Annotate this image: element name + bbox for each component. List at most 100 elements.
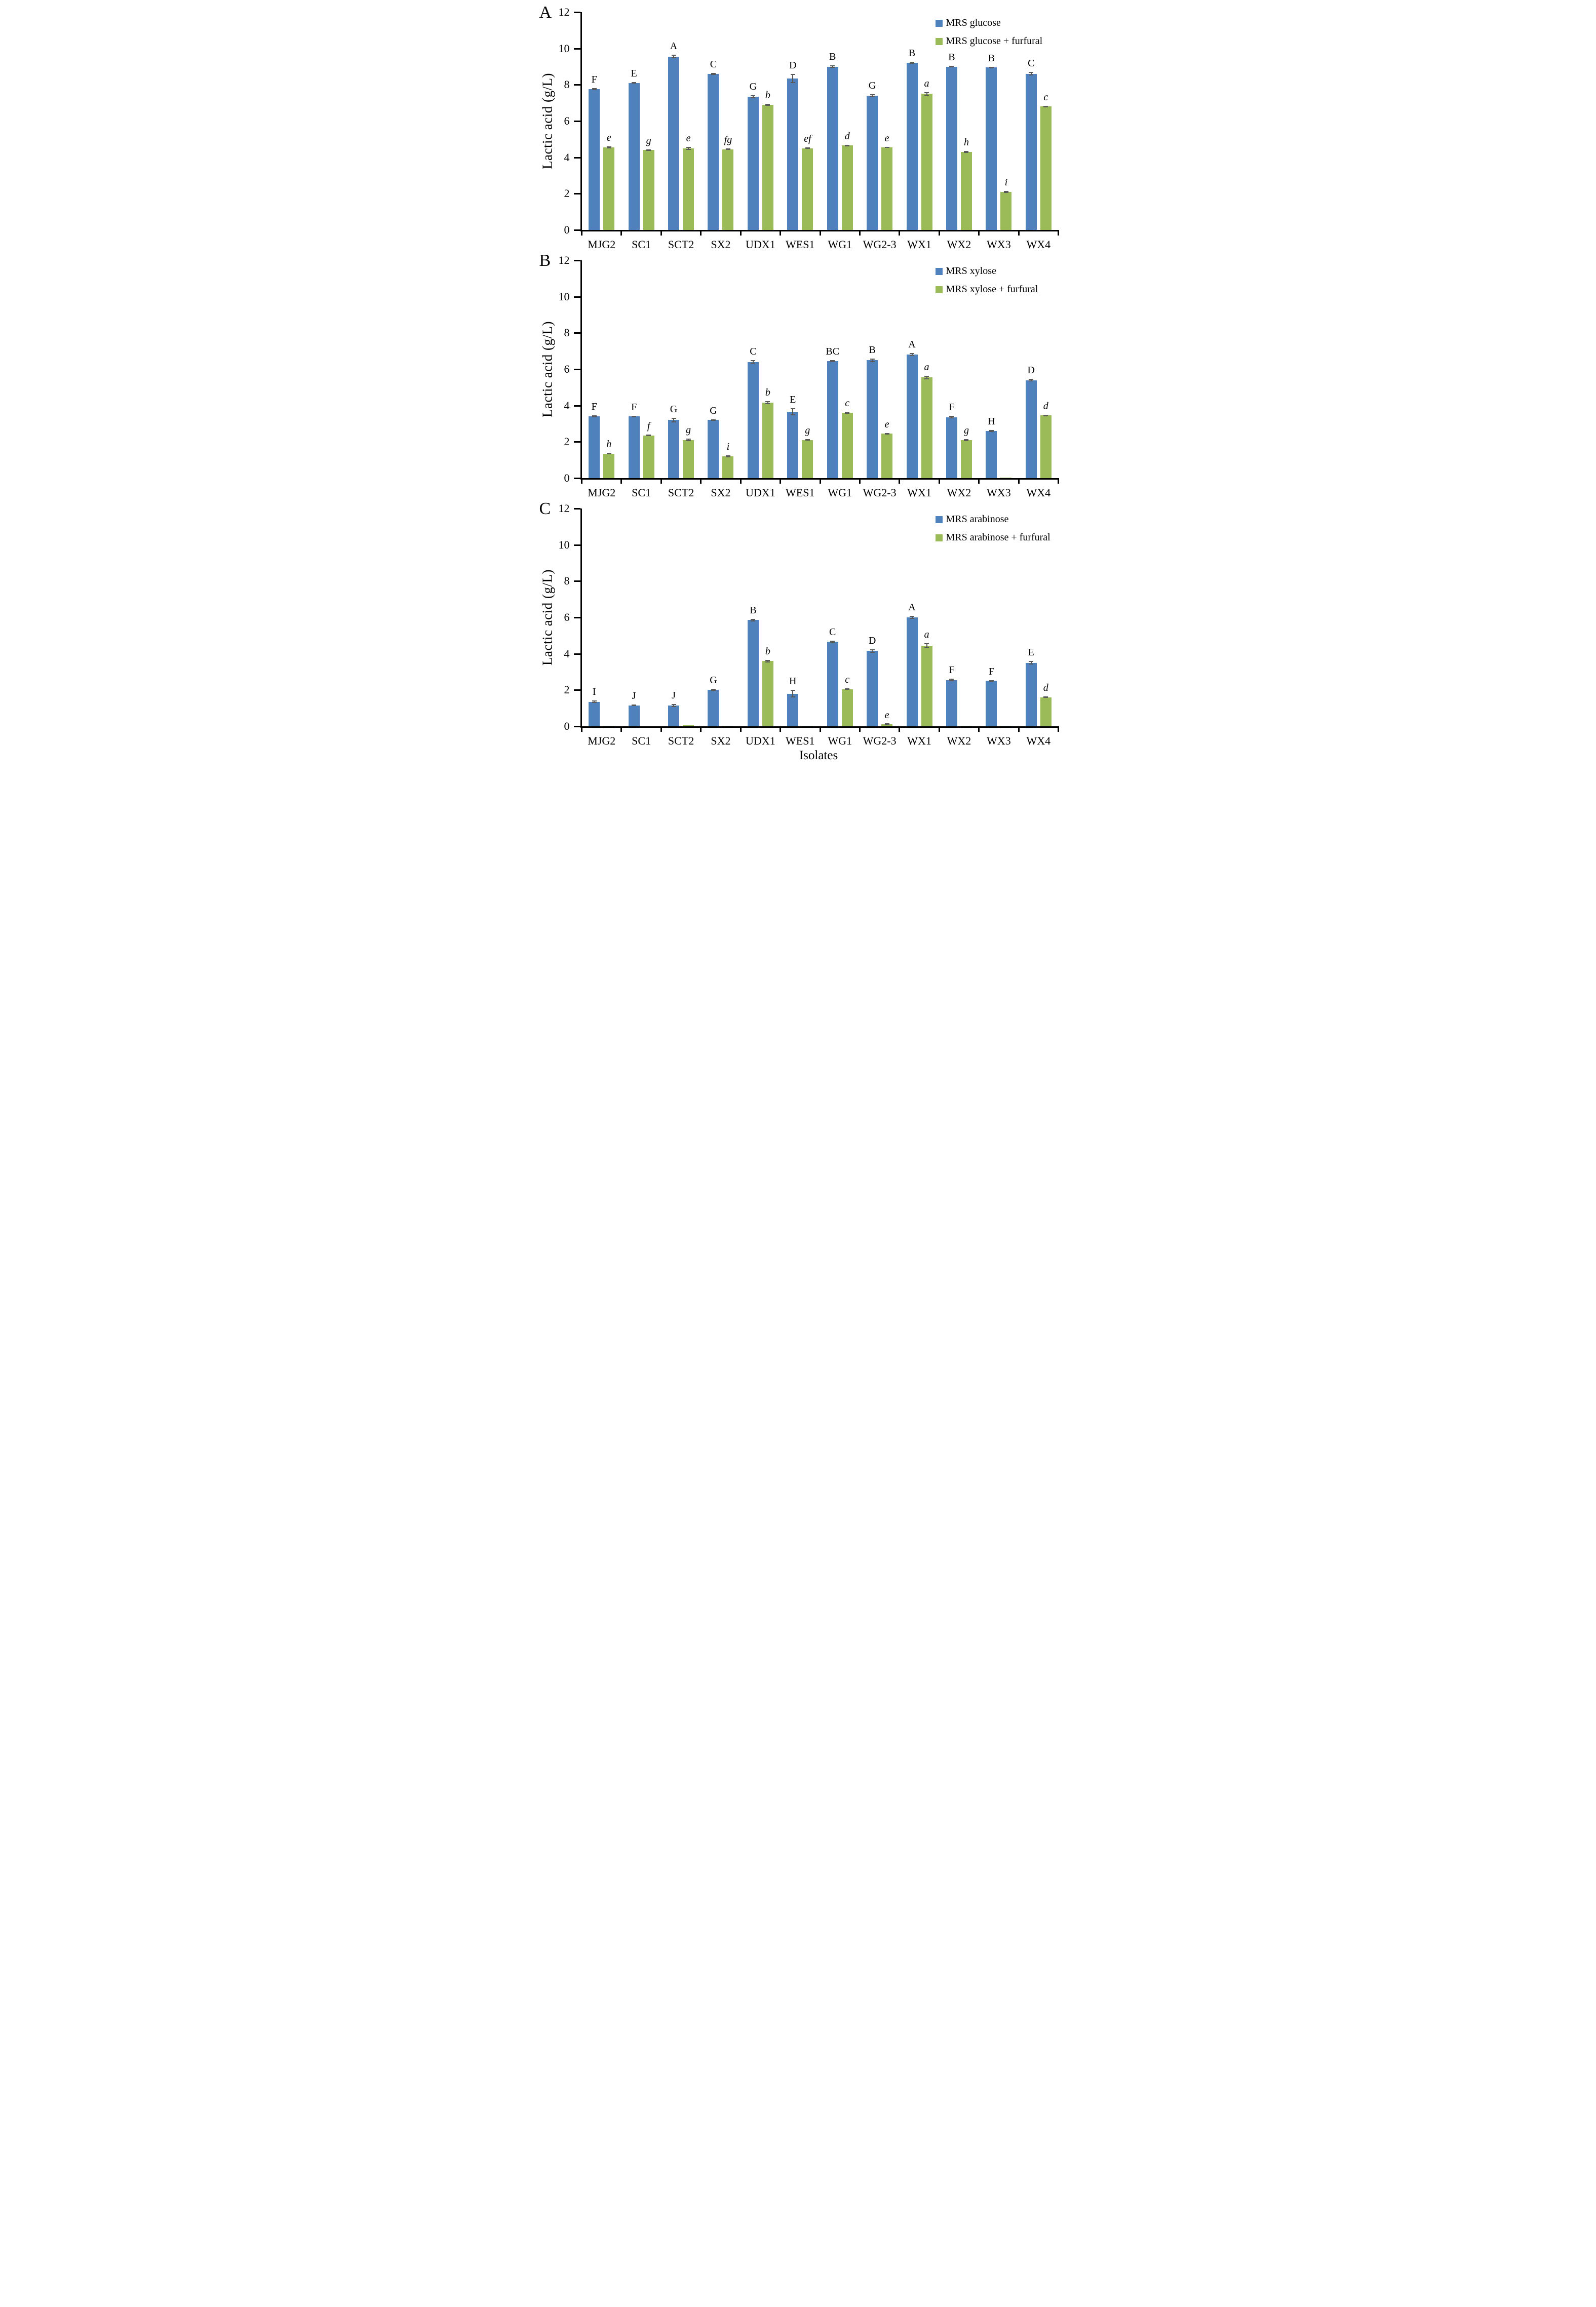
bar-C-WG2-3-series1 bbox=[867, 651, 878, 726]
error-bar bbox=[830, 65, 835, 68]
error-bar-cap-top bbox=[1003, 190, 1008, 192]
error-bar bbox=[671, 703, 676, 708]
legend: MRS glucose MRS glucose + furfural bbox=[935, 17, 1042, 54]
legend-label: MRS xylose + furfural bbox=[946, 284, 1038, 295]
error-bar-cap-bottom bbox=[884, 147, 889, 148]
x-tick bbox=[620, 726, 622, 732]
x-category-label: WG2-3 bbox=[863, 734, 897, 747]
x-category-label: WES1 bbox=[786, 486, 815, 499]
error-bar-cap-top bbox=[1029, 72, 1034, 73]
sig-letter: E bbox=[1028, 647, 1034, 658]
x-category-label: WX1 bbox=[907, 486, 931, 499]
bar-A-SCT2-series2 bbox=[683, 148, 694, 230]
y-tick bbox=[573, 193, 580, 195]
plot-area-C: 0 2 4 6 8 10 12 MJG2 SC1 SCT2 SX2 UDX1 WES1 WG1 WG2-3 W… bbox=[559, 502, 1059, 747]
error-bar-cap-bottom bbox=[870, 96, 875, 97]
x-category-label: MJG2 bbox=[588, 486, 616, 499]
bar-B-SCT2-series2 bbox=[683, 440, 694, 478]
error-bar-line bbox=[911, 615, 913, 619]
sig-letter: J bbox=[672, 689, 676, 701]
sig-letter: G bbox=[670, 404, 678, 415]
x-tick bbox=[819, 478, 821, 484]
y-tick bbox=[573, 84, 580, 86]
x-category-label: WG1 bbox=[828, 486, 852, 499]
error-bar-cap-top bbox=[830, 640, 835, 642]
x-tick bbox=[739, 230, 742, 236]
bar-A-MJG2-series2 bbox=[603, 147, 615, 230]
error-bar-cap-top bbox=[606, 146, 611, 148]
error-bar-cap-top bbox=[686, 146, 691, 148]
x-tick bbox=[819, 230, 821, 236]
y-tick-label: 4 bbox=[564, 150, 570, 164]
error-bar-cap-bottom bbox=[870, 651, 875, 653]
bar-A-WX3-series2 bbox=[1000, 191, 1012, 230]
x-tick bbox=[620, 478, 622, 484]
bar-A-UDX1-series2 bbox=[762, 104, 773, 230]
error-bar-cap-top bbox=[765, 103, 770, 105]
y-tick-label: 0 bbox=[564, 472, 570, 484]
x-category-label: WG1 bbox=[828, 238, 852, 251]
y-tick bbox=[573, 48, 580, 50]
y-tick-label: 0 bbox=[564, 720, 570, 732]
error-bar bbox=[1029, 661, 1034, 664]
x-axis-title: Isolates bbox=[799, 749, 838, 762]
error-bar-cap-bottom bbox=[989, 67, 994, 68]
sig-letter: i bbox=[1004, 176, 1008, 188]
x-tick bbox=[938, 230, 940, 236]
error-bar bbox=[1043, 696, 1048, 698]
sig-letter: E bbox=[631, 68, 637, 80]
error-bar-cap-bottom bbox=[725, 148, 730, 150]
error-bar-cap-bottom bbox=[910, 63, 915, 64]
x-tick bbox=[700, 478, 702, 484]
error-bar-cap-bottom bbox=[790, 414, 795, 416]
y-tick-label: 6 bbox=[564, 611, 570, 623]
x-tick bbox=[1058, 478, 1059, 484]
y-tick-label: 12 bbox=[558, 254, 570, 266]
panel-B: B Lactic acid (g/L) 0 2 4 6 8 10 12 MJG2 SC1 SCT2 SX… bbox=[532, 251, 1064, 499]
x-tick bbox=[938, 726, 940, 732]
x-tick bbox=[1058, 726, 1059, 732]
error-bar bbox=[646, 149, 651, 151]
x-category-label: MJG2 bbox=[588, 238, 616, 251]
error-bar-cap-bottom bbox=[646, 435, 651, 437]
sig-letter: B bbox=[869, 344, 876, 356]
error-bar-cap-top bbox=[989, 680, 994, 681]
error-bar-cap-top bbox=[790, 690, 795, 691]
error-bar bbox=[790, 73, 795, 83]
x-category-label: SX2 bbox=[711, 238, 731, 251]
bar-B-WG1-series2 bbox=[841, 413, 853, 478]
error-bar bbox=[592, 88, 597, 91]
error-bar-cap-top bbox=[711, 689, 716, 690]
bar-A-WX4-series2 bbox=[1040, 106, 1052, 230]
y-tick bbox=[573, 405, 580, 407]
x-tick bbox=[819, 726, 821, 732]
x-category-label: UDX1 bbox=[746, 238, 775, 251]
bar-A-SX2-series1 bbox=[708, 73, 719, 230]
sig-letter: B bbox=[750, 604, 757, 616]
bar-B-WX2-series2 bbox=[960, 440, 972, 478]
x-tick bbox=[739, 726, 742, 732]
error-bar-line bbox=[911, 353, 913, 357]
error-bar bbox=[924, 375, 929, 379]
error-bar-cap-bottom bbox=[671, 57, 676, 59]
error-bar bbox=[830, 360, 835, 363]
x-tick bbox=[780, 230, 782, 236]
x-tick bbox=[1018, 230, 1020, 236]
error-bar-cap-bottom bbox=[686, 148, 691, 150]
error-bar-line bbox=[792, 408, 794, 416]
error-bar bbox=[765, 401, 770, 405]
sig-letter: B bbox=[988, 52, 995, 64]
y-tick bbox=[573, 369, 580, 370]
bar-B-WG2-3-series2 bbox=[881, 434, 893, 478]
error-bar-cap-bottom bbox=[949, 680, 954, 682]
error-bar-cap-bottom bbox=[632, 416, 637, 417]
y-tick-label: 8 bbox=[564, 326, 570, 339]
error-bar-cap-bottom bbox=[964, 151, 969, 153]
error-bar-cap-bottom bbox=[830, 642, 835, 643]
legend-item: MRS xylose bbox=[935, 265, 1038, 277]
error-bar-cap-bottom bbox=[805, 440, 810, 441]
error-bar-cap-top bbox=[845, 688, 850, 689]
error-bar-line bbox=[951, 416, 952, 419]
error-bar-cap-bottom bbox=[845, 145, 850, 146]
error-bar-line bbox=[872, 94, 873, 97]
